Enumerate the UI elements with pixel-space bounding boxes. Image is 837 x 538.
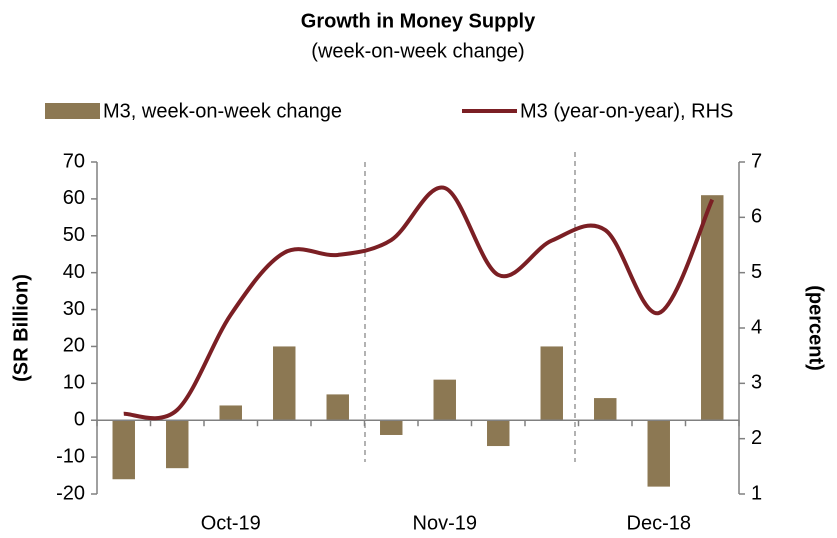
legend-label: M3 (year-on-year), RHS bbox=[520, 100, 733, 122]
bar bbox=[166, 420, 189, 469]
y2-tick-label: 6 bbox=[751, 206, 762, 228]
y-tick-label: -10 bbox=[56, 445, 85, 467]
x-tick-label: Oct-19 bbox=[201, 512, 261, 534]
line bbox=[123, 185, 715, 421]
y2-tick-label: 5 bbox=[751, 261, 762, 283]
x-tick-label: Nov-19 bbox=[413, 512, 477, 534]
bar bbox=[647, 420, 670, 487]
chart-subtitle: (week-on-week change) bbox=[311, 40, 524, 62]
y2-tick-label: 1 bbox=[751, 482, 762, 504]
bar bbox=[487, 420, 510, 447]
y-axis-label: (SR Billion) bbox=[10, 274, 32, 382]
y2-tick-label: 4 bbox=[751, 316, 762, 338]
y-tick-label: 60 bbox=[63, 187, 85, 209]
bar bbox=[273, 346, 296, 421]
y-tick-label: 20 bbox=[63, 335, 85, 357]
bar bbox=[326, 394, 349, 421]
y-tick-label: 70 bbox=[63, 150, 85, 172]
bar bbox=[594, 398, 617, 421]
bar bbox=[701, 195, 724, 421]
legend-swatch bbox=[45, 103, 100, 119]
y-tick-label: 40 bbox=[63, 261, 85, 283]
legend-label: M3, week-on-week change bbox=[103, 100, 342, 122]
y-tick-label: 10 bbox=[63, 372, 85, 394]
bar bbox=[112, 420, 135, 480]
y2-tick-label: 3 bbox=[751, 372, 762, 394]
y-tick-label: 50 bbox=[63, 224, 85, 246]
bar bbox=[433, 379, 456, 421]
y-tick-label: 30 bbox=[63, 298, 85, 320]
chart-title: Growth in Money Supply bbox=[301, 10, 536, 32]
y2-axis-label: (percent) bbox=[805, 285, 827, 371]
bar bbox=[380, 420, 403, 435]
y-tick-label: 0 bbox=[74, 409, 85, 431]
bar bbox=[540, 346, 563, 421]
x-tick-label: Dec-18 bbox=[627, 512, 691, 534]
y-tick-label: -20 bbox=[56, 482, 85, 504]
y2-tick-label: 7 bbox=[751, 150, 762, 172]
bar bbox=[219, 405, 242, 421]
y2-tick-label: 2 bbox=[751, 427, 762, 449]
